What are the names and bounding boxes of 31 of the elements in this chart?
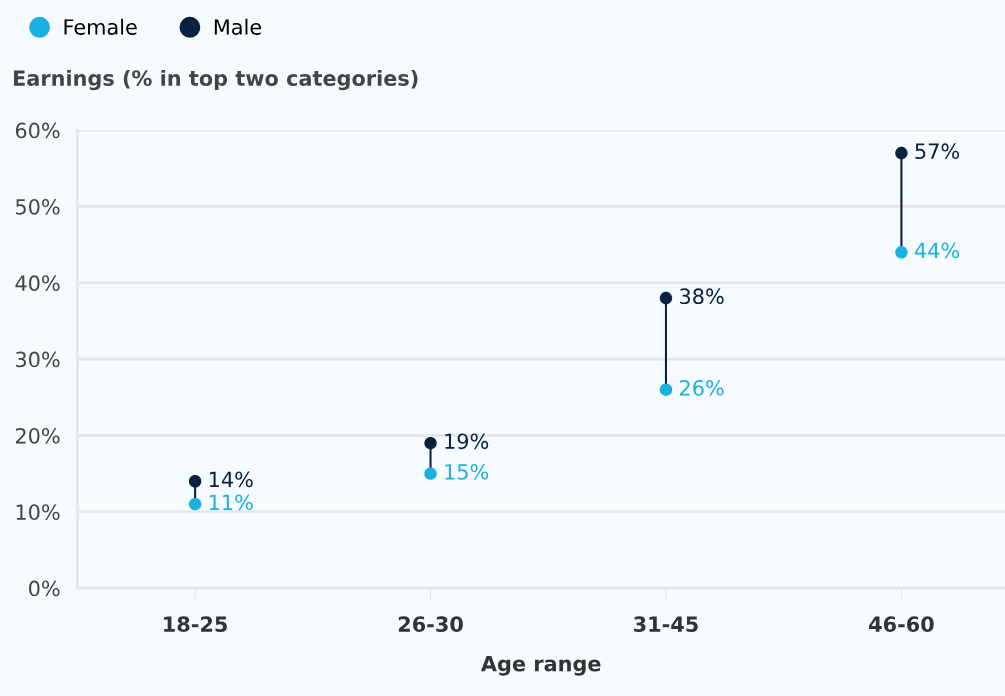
x-tick-label: 18-25 <box>164 616 227 633</box>
chart-title: Earnings (% in top two categories) <box>13 69 418 91</box>
y-tick-label: 20% <box>15 427 60 444</box>
data-label: 19% <box>445 433 489 450</box>
data-label: 14% <box>209 471 253 488</box>
y-tick-label: 60% <box>15 122 60 139</box>
data-label: 11% <box>209 494 253 511</box>
x-tick-label: 26-30 <box>398 616 463 633</box>
y-tick-label: 10% <box>16 504 60 520</box>
point <box>659 291 673 305</box>
y-tick-label: 30% <box>16 351 60 368</box>
data-label: 44% <box>914 242 960 259</box>
data-label: 26% <box>680 379 724 396</box>
x-axis-title: Age range <box>480 655 601 676</box>
legend-label: Female <box>64 18 137 35</box>
data-label: 15% <box>445 463 489 480</box>
data-label: 57% <box>915 143 960 160</box>
x-tick-label: 31-45 <box>634 616 698 633</box>
point <box>659 383 673 396</box>
point <box>188 497 202 511</box>
point <box>895 146 908 160</box>
data-label: 38% <box>680 288 724 305</box>
y-tick-label: 50% <box>16 198 60 215</box>
legend-label: Male <box>214 18 262 35</box>
y-tick-label: 0% <box>29 580 60 597</box>
point <box>424 467 437 480</box>
x-tick-label: 46-60 <box>869 616 934 633</box>
y-tick-label: 40% <box>15 275 60 292</box>
point <box>895 246 908 259</box>
point <box>188 475 202 488</box>
point <box>424 436 437 450</box>
